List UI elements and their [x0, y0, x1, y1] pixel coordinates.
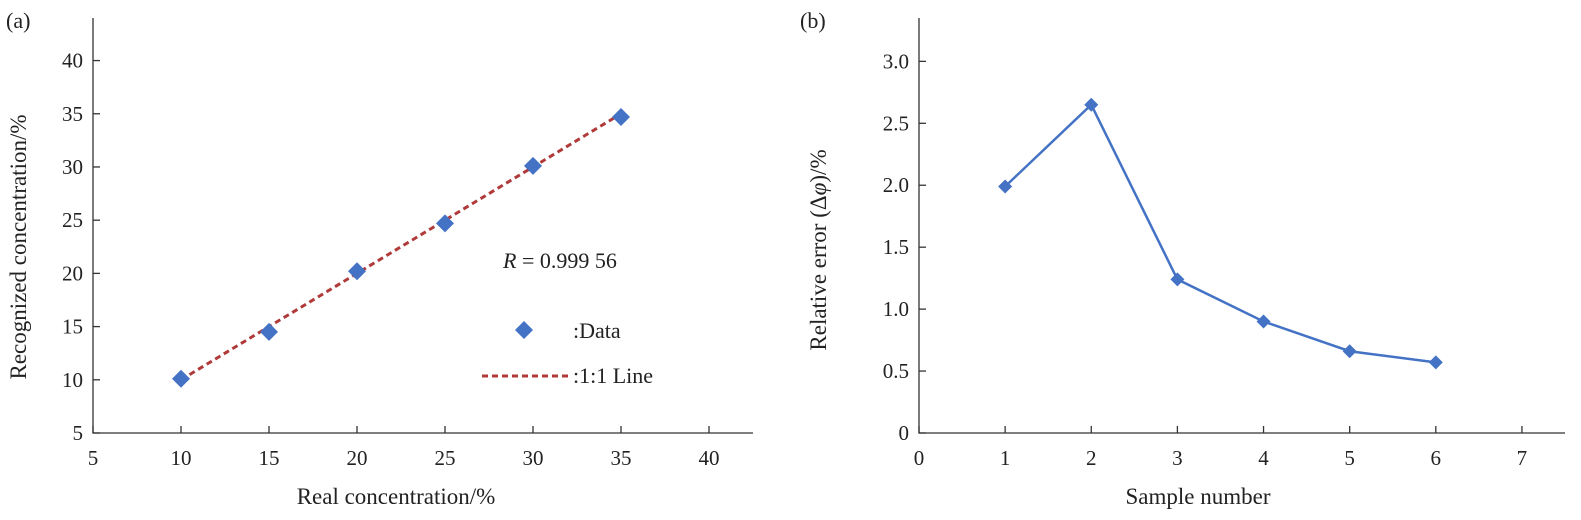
panel-b-x-tick-label: 6	[1431, 446, 1442, 470]
panel-b-x-axis-title: Sample number	[1126, 484, 1271, 509]
data-point	[260, 322, 278, 341]
panel-b-label: (b)	[800, 8, 826, 33]
panel-b-x-ticks: 0 1 2 3 4 5 6 7	[914, 426, 1527, 470]
legend-label-line: :1:1 Line	[573, 363, 653, 388]
panel-a-x-tick-label: 30	[523, 446, 544, 470]
panel-a-x-tick-label: 20	[347, 446, 368, 470]
panel-b-y-tick-label: 1.0	[883, 297, 909, 321]
panel-a: (a) 5 10 15 20 25 30 35 40 5 10 15 20 25 30 35 40 Real…	[6, 8, 753, 509]
panel-b-x-tick-label: 3	[1172, 446, 1183, 470]
panel-b-data-points	[998, 97, 1443, 370]
panel-b-y-axis-title: Relative error (Δφ)/%	[806, 149, 831, 350]
panel-a-x-tick-label: 25	[435, 446, 456, 470]
panel-a-x-ticks: 5 10 15 20 25 30 35 40	[88, 426, 720, 470]
data-point	[172, 369, 190, 388]
panel-b-x-tick-label: 5	[1344, 446, 1355, 470]
annotation-text: = 0.999 56	[516, 248, 616, 273]
data-point	[524, 156, 542, 175]
panel-a-reference-line-group	[180, 112, 622, 382]
panel-b-y-tick-label: 0.5	[883, 359, 909, 383]
panel-a-y-tick-label: 5	[73, 421, 84, 445]
panel-b-x-tick-label: 2	[1086, 446, 1097, 470]
panel-b-series-line-group	[1004, 102, 1436, 364]
panel-b-y-tick-label: 1.5	[883, 235, 909, 259]
panel-b-y-tick-label: 0	[899, 421, 910, 445]
y-title-part-1: Relative error (Δ	[806, 195, 831, 350]
panel-b-y-tick-label: 3.0	[883, 49, 909, 73]
panel-b-x-tick-label: 4	[1258, 446, 1269, 470]
data-point	[1170, 272, 1185, 287]
panel-a-annotation: R = 0.999 56	[502, 248, 617, 273]
panel-a-y-tick-label: 20	[62, 261, 83, 285]
panel-b-y-tick-label: 2.5	[883, 111, 909, 135]
legend-diamond-marker	[515, 321, 533, 339]
panel-a-data-points	[172, 107, 630, 388]
panel-a-y-tick-label: 25	[62, 208, 83, 232]
data-point	[348, 262, 366, 281]
panel-b-x-tick-label: 7	[1517, 446, 1528, 470]
legend-label-data: :Data	[573, 318, 621, 343]
data-point	[1342, 344, 1357, 359]
panel-a-y-ticks: 5 10 15 20 25 30 35 40	[62, 49, 100, 445]
panel-a-x-tick-label: 15	[259, 446, 280, 470]
data-point	[612, 107, 630, 126]
series-line	[1004, 102, 1436, 364]
panel-b: (b) 0 1 2 3 4 5 6 7 0 0.5 1.0 1.5 2.0 2.5 3.0 Sample …	[800, 8, 1565, 509]
panel-a-y-axis-title: Recognized concentration/%	[6, 114, 31, 379]
panel-b-y-ticks: 0 0.5 1.0 1.5 2.0 2.5 3.0	[883, 49, 926, 445]
data-point	[1428, 355, 1443, 370]
panel-a-y-tick-label: 35	[62, 102, 83, 126]
panel-a-x-tick-label: 40	[699, 446, 720, 470]
panel-b-axes	[918, 18, 1565, 434]
reference-line-1-1	[180, 112, 622, 382]
panel-a-label: (a)	[6, 8, 30, 33]
data-point	[1256, 314, 1271, 329]
data-point	[998, 179, 1013, 194]
y-title-phi: φ	[806, 182, 831, 195]
panel-b-x-tick-label: 1	[1000, 446, 1011, 470]
panel-a-x-tick-label: 10	[171, 446, 192, 470]
annotation-italic: R	[502, 248, 517, 273]
panel-a-y-tick-label: 30	[62, 155, 83, 179]
panel-a-legend: :Data :1:1 Line	[482, 318, 653, 388]
panel-a-y-tick-label: 10	[62, 368, 83, 392]
y-title-part-3: )/%	[806, 149, 831, 182]
panel-b-x-tick-label: 0	[914, 446, 925, 470]
panel-a-y-tick-label: 15	[62, 315, 83, 339]
data-point	[1084, 97, 1099, 112]
data-point	[436, 214, 454, 233]
panel-a-y-tick-label: 40	[62, 49, 83, 73]
panel-a-axes	[92, 18, 753, 434]
panel-a-x-axis-title: Real concentration/%	[297, 484, 496, 509]
panel-a-x-tick-label: 35	[611, 446, 632, 470]
panel-a-x-tick-label: 5	[88, 446, 99, 470]
panel-b-y-tick-label: 2.0	[883, 173, 909, 197]
